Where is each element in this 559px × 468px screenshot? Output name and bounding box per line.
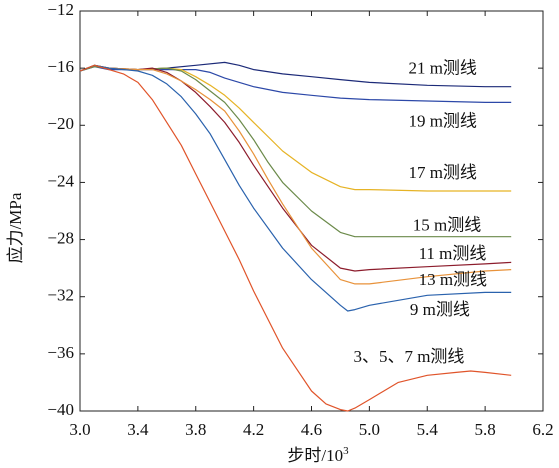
series-line-5	[79, 64, 512, 285]
series-label-3: 15 m测线	[413, 216, 481, 235]
y-tick-label: −20	[47, 114, 74, 133]
series-label-1: 19 m测线	[408, 111, 476, 130]
y-tick-label: −24	[47, 171, 74, 190]
series-line-7	[79, 64, 512, 412]
series-layer	[79, 61, 512, 412]
x-axis-label-superscript: 3	[343, 445, 349, 457]
y-tick-label: −28	[47, 228, 74, 247]
x-axis-ticks: 3.0 3.4 3.8 4.2 4.6 5.0 5.4 5.8 6.2	[69, 11, 554, 439]
series-labels: 21 m测线 19 m测线 17 m测线 15 m测线 11 m测线 13 m测线 9 m测…	[353, 58, 487, 366]
y-tick-label: −40	[47, 400, 74, 419]
y-tick-label: −12	[47, 0, 74, 19]
x-axis-label: 步时/103	[287, 445, 349, 465]
y-tick-label: −16	[47, 57, 74, 76]
x-axis-label-main: 步时/10	[287, 446, 343, 465]
series-label-5: 13 m测线	[419, 270, 487, 289]
x-tick-label: 4.6	[301, 420, 322, 439]
x-tick-label: 3.4	[127, 420, 149, 439]
series-label-4: 11 m测线	[419, 244, 487, 263]
series-line-6	[79, 64, 512, 312]
y-tick-label: −36	[47, 343, 74, 362]
x-tick-label: 6.2	[532, 420, 553, 439]
x-tick-label: 5.0	[359, 420, 380, 439]
series-label-2: 17 m测线	[408, 163, 476, 182]
y-tick-label: −32	[47, 286, 74, 305]
x-tick-label: 5.8	[475, 420, 496, 439]
x-tick-label: 5.4	[417, 420, 439, 439]
y-axis-label: 应力/MPa	[6, 192, 25, 263]
series-label-7: 3、5、7 m测线	[353, 347, 464, 366]
y-axis-ticks: −12 −16 −20 −24 −28 −32 −36 −40	[47, 0, 543, 419]
x-tick-label: 3.8	[185, 420, 206, 439]
series-line-3	[79, 66, 512, 238]
x-tick-label: 3.0	[69, 420, 90, 439]
series-label-6: 9 m测线	[410, 300, 470, 319]
x-tick-label: 4.2	[243, 420, 264, 439]
series-label-0: 21 m测线	[408, 58, 476, 77]
